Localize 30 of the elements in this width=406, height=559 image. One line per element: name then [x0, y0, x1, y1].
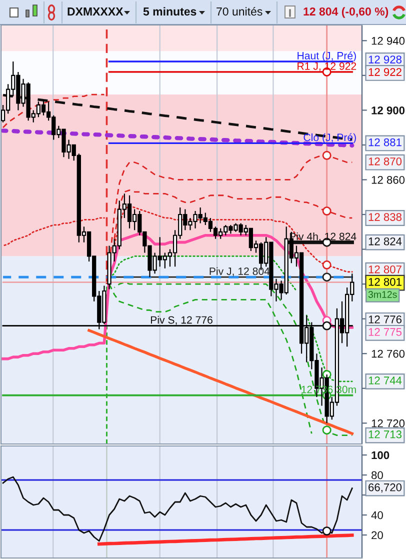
data-label: 12 870 — [368, 157, 402, 166]
y-tick-label: 20 — [372, 531, 383, 540]
y-tick-label: 12 760 — [372, 350, 405, 358]
data-label: 12 801 — [368, 278, 402, 286]
text: 3m12s — [368, 291, 397, 298]
text: 70 unités — [216, 7, 262, 16]
series-label: Clo (J, Pré) — [304, 133, 356, 144]
data-label: 12 838 — [368, 213, 402, 221]
text: 5 minutes — [143, 7, 196, 16]
data-label: 12 928 — [368, 56, 402, 64]
y-tick-label: 12 860 — [372, 176, 405, 184]
data-label: 12 744 — [368, 376, 402, 384]
data-label: 12 713 — [368, 430, 402, 438]
text: DXMXXXX — [68, 8, 124, 16]
y-tick-label: 12 940 — [372, 36, 405, 45]
y-tick-label: 12 720 — [372, 419, 405, 428]
data-label: 12 776 — [368, 316, 402, 324]
text: 12 804 (-0,60 %) — [304, 7, 388, 18]
data-label: 12 922 — [368, 68, 402, 76]
data-label: 12 824 — [368, 237, 402, 246]
series-label: Piv S, 12 776 — [150, 316, 212, 325]
data-label: 12 775 — [368, 328, 402, 336]
data-label: 12 807 — [368, 265, 402, 274]
y-tick-label: 80 — [372, 471, 383, 480]
data-label: 12 881 — [368, 138, 402, 146]
y-tick-label: 40 — [371, 511, 383, 520]
y-tick-label: 12 900 — [372, 106, 405, 114]
y-tick-label: 100 — [372, 451, 390, 460]
series-label: Haut (J, Pré) — [298, 52, 356, 62]
text: 66,720 — [368, 483, 402, 493]
